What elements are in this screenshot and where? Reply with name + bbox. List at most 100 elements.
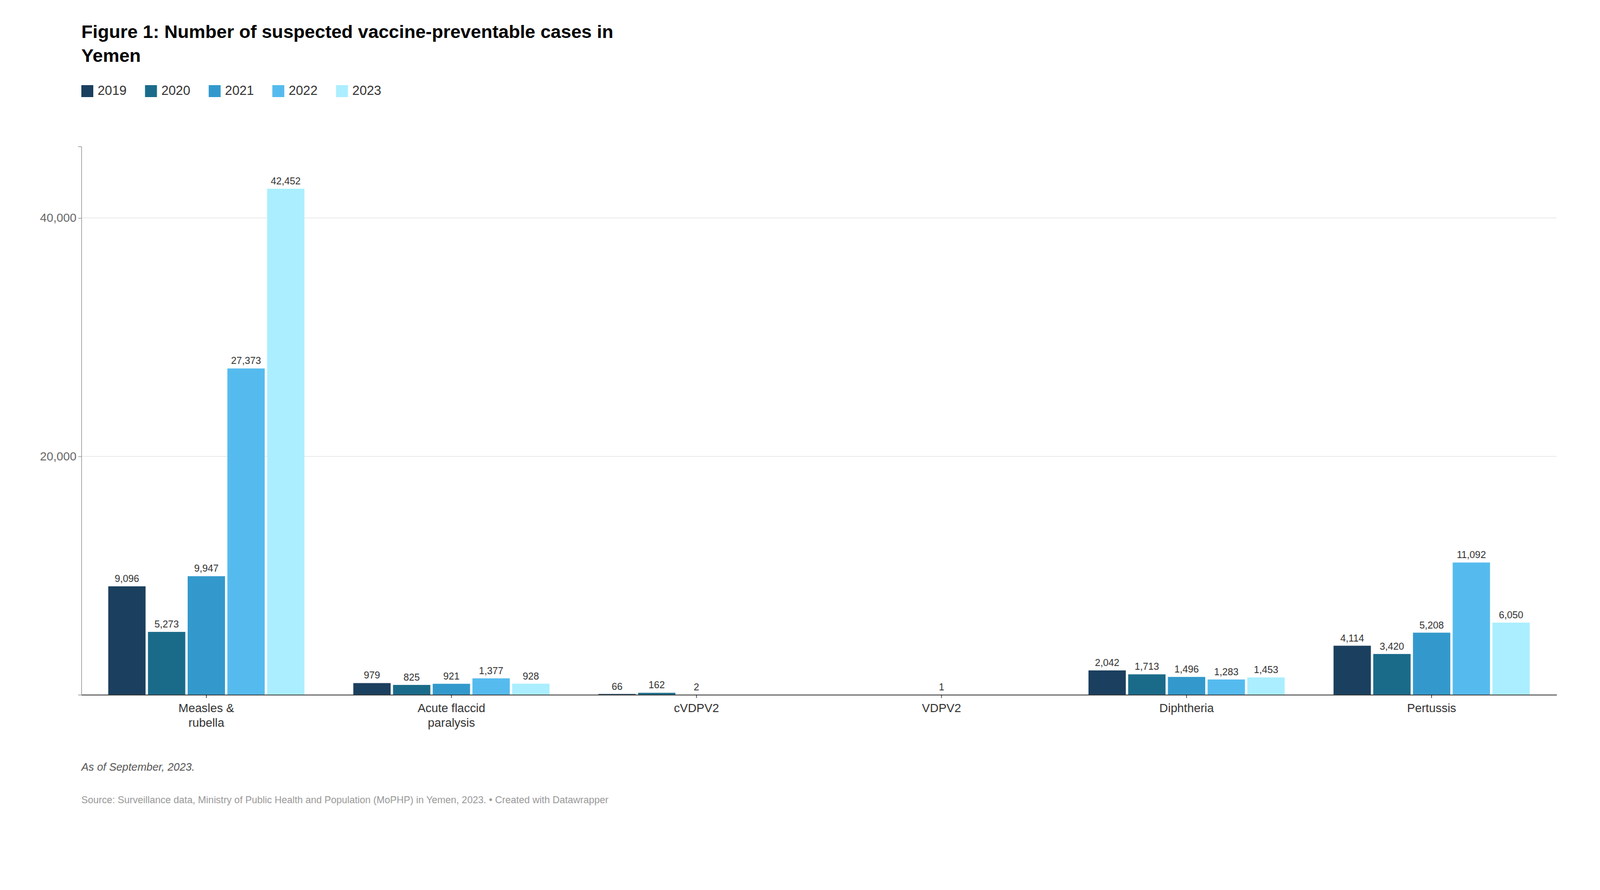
- x-tick: Measles &rubella: [178, 694, 235, 730]
- data-label: 928: [522, 670, 540, 682]
- bar: [1128, 674, 1166, 695]
- legend-label: 2022: [288, 82, 318, 98]
- data-label: 1,283: [1213, 666, 1239, 678]
- data-label: 921: [443, 670, 460, 682]
- x-tick-label: Diphtheria: [1159, 701, 1215, 715]
- bar: [1207, 679, 1246, 695]
- x-tick-label: cVDPV2: [674, 701, 720, 715]
- x-tick: Diphtheria: [1159, 694, 1215, 715]
- x-axis-line: [81, 694, 1558, 696]
- plot: 9,096 979 66 2,042 4,114 5,273 825 162 1,713 3,42…: [40, 146, 1558, 730]
- bar: [393, 685, 431, 695]
- bar: [148, 631, 186, 695]
- y-tick-label: 40,000: [40, 210, 77, 225]
- note: As of September, 2023.: [80, 760, 195, 773]
- bar: [266, 188, 305, 695]
- bar: [1492, 622, 1531, 695]
- legend-swatch: [208, 85, 221, 98]
- data-label: 5,208: [1419, 619, 1444, 631]
- legend-swatch: [272, 85, 285, 98]
- bar: [108, 586, 146, 695]
- x-tick-mark: [696, 694, 697, 699]
- bar: [1452, 562, 1490, 695]
- data-label: 1,713: [1134, 661, 1160, 672]
- bar: [1373, 654, 1411, 695]
- data-label: 9,947: [194, 562, 219, 574]
- data-label: 3,420: [1379, 641, 1405, 652]
- bars: [108, 188, 1531, 695]
- data-label: 979: [363, 669, 381, 681]
- bar: [1412, 632, 1451, 695]
- x-tick-label: VDPV2: [922, 701, 962, 715]
- y-tick-label: 20,000: [40, 449, 77, 464]
- legend-label: 2020: [161, 82, 190, 98]
- data-labels: 9,096 979 66 2,042 4,114 5,273 825 162 1,713 3,42…: [114, 175, 1523, 693]
- legend-label: 2021: [225, 82, 254, 98]
- data-label: 4,114: [1340, 632, 1365, 644]
- x-tick: Pertussis: [1406, 694, 1456, 715]
- data-label: 27,373: [231, 355, 261, 367]
- data-label: 1,496: [1174, 663, 1199, 675]
- data-label: 11,092: [1456, 549, 1487, 561]
- bar: [187, 576, 226, 695]
- legend-label: 2023: [352, 82, 382, 98]
- data-label: 9,096: [114, 573, 139, 585]
- bar: [1247, 677, 1285, 695]
- legend-swatch: [144, 85, 157, 98]
- x-tick-label: Acute flaccidparalysis: [417, 701, 486, 729]
- data-label: 6,050: [1498, 609, 1523, 621]
- legend: 2019 2020 2021 2022 2023: [81, 82, 382, 98]
- bar: [432, 683, 471, 695]
- legend-swatch: [336, 85, 349, 98]
- data-label: 1,377: [478, 665, 504, 677]
- x-tick: cVDPV2: [674, 694, 720, 715]
- y-tick-mark: [78, 218, 82, 219]
- y-tick-mark: [78, 694, 82, 696]
- data-label: 2: [693, 681, 700, 693]
- y-tick: 20,000: [40, 449, 82, 464]
- y-tick: [78, 694, 82, 696]
- x-axis: Measles &rubella Acute flaccidparalysis cV…: [81, 694, 1558, 730]
- x-tick-mark: [1186, 694, 1187, 699]
- bar: [353, 682, 391, 695]
- data-label: 2,042: [1095, 657, 1120, 669]
- legend-swatch: [81, 85, 94, 98]
- bar: [227, 368, 265, 695]
- x-tick-mark: [941, 694, 942, 699]
- x-tick-label: Pertussis: [1406, 701, 1456, 715]
- y-axis-line: [78, 146, 82, 696]
- x-tick-mark: [1431, 694, 1432, 699]
- bar-series: [227, 368, 1490, 695]
- data-label: 162: [648, 679, 665, 691]
- y-tick-mark: [78, 456, 82, 457]
- bar: [1088, 670, 1126, 695]
- data-label: 1: [938, 681, 945, 693]
- bar: [1333, 645, 1372, 695]
- x-tick: VDPV2: [922, 694, 962, 715]
- bar-series: [187, 576, 1451, 695]
- y-axis: 20,000 40,000: [40, 146, 82, 696]
- bar: [472, 678, 510, 695]
- legend-item: 2023: [336, 82, 382, 98]
- bar: [637, 692, 676, 695]
- chart: Figure 1: Number of suspected vaccine-pr…: [0, 0, 1600, 890]
- legend-item: 2022: [272, 82, 318, 98]
- y-tick: 40,000: [40, 210, 82, 225]
- x-tick-mark: [451, 694, 452, 699]
- legend-item: 2019: [81, 82, 127, 98]
- legend-label: 2019: [97, 82, 127, 98]
- bar: [512, 683, 550, 695]
- x-tick-mark: [206, 694, 207, 699]
- bar-series: [148, 631, 1411, 695]
- x-tick-label: Measles &rubella: [178, 701, 235, 729]
- legend-item: 2020: [144, 82, 190, 98]
- data-label: 42,452: [270, 175, 301, 187]
- data-label: 1,453: [1253, 664, 1279, 676]
- x-tick: Acute flaccidparalysis: [417, 694, 486, 730]
- data-label: 66: [611, 681, 623, 693]
- data-label: 5,273: [154, 618, 179, 630]
- bar: [1167, 676, 1206, 695]
- bar-series: [266, 188, 1530, 695]
- source: Source: Surveillance data, Ministry of P…: [81, 794, 609, 806]
- data-label: 825: [403, 672, 420, 683]
